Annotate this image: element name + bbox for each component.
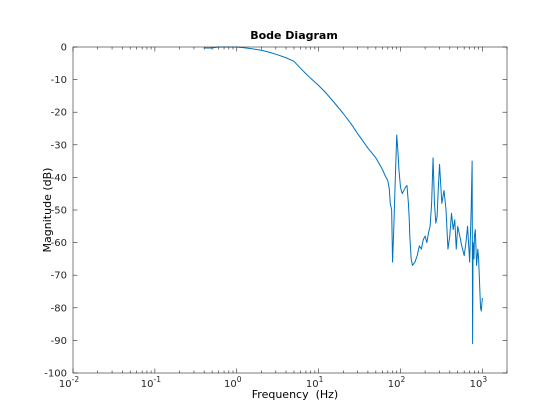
y-tick-label: -30 [51,140,67,151]
y-tick-label: -70 [51,271,67,282]
y-tick-label: -80 [51,303,67,314]
x-tick-label: 100 [224,375,242,390]
y-tick-label: -100 [44,369,67,380]
x-tick-label: 103 [470,375,488,390]
x-tick-label: 10-2 [59,375,79,390]
y-axis-ticks: 0 -10 -20 -30 -40 -50 -60 -70 -80 -90 -100 [44,43,507,380]
chart-title: Bode Diagram [250,29,338,42]
y-tick-label: -20 [51,108,67,119]
x-axis-label: Frequency (Hz) [252,388,338,401]
y-tick-label: 0 [61,43,67,54]
plot-frame [72,46,508,374]
x-axis-ticks: 10-2 10-1 100 101 102 103 [59,47,508,390]
y-tick-label: -60 [51,238,67,249]
x-tick-label: 102 [388,375,406,390]
series-line-0 [204,46,483,345]
y-tick-label: -90 [51,336,67,347]
y-tick-label: -40 [51,173,67,184]
series-layer [204,46,483,345]
y-tick-label: -50 [51,206,67,217]
y-tick-label: -10 [51,75,67,86]
x-tick-label: 101 [306,375,324,390]
y-axis-label: Magnitude (dB) [41,168,54,253]
x-tick-label: 10-1 [141,375,161,390]
plot-area [73,47,507,373]
